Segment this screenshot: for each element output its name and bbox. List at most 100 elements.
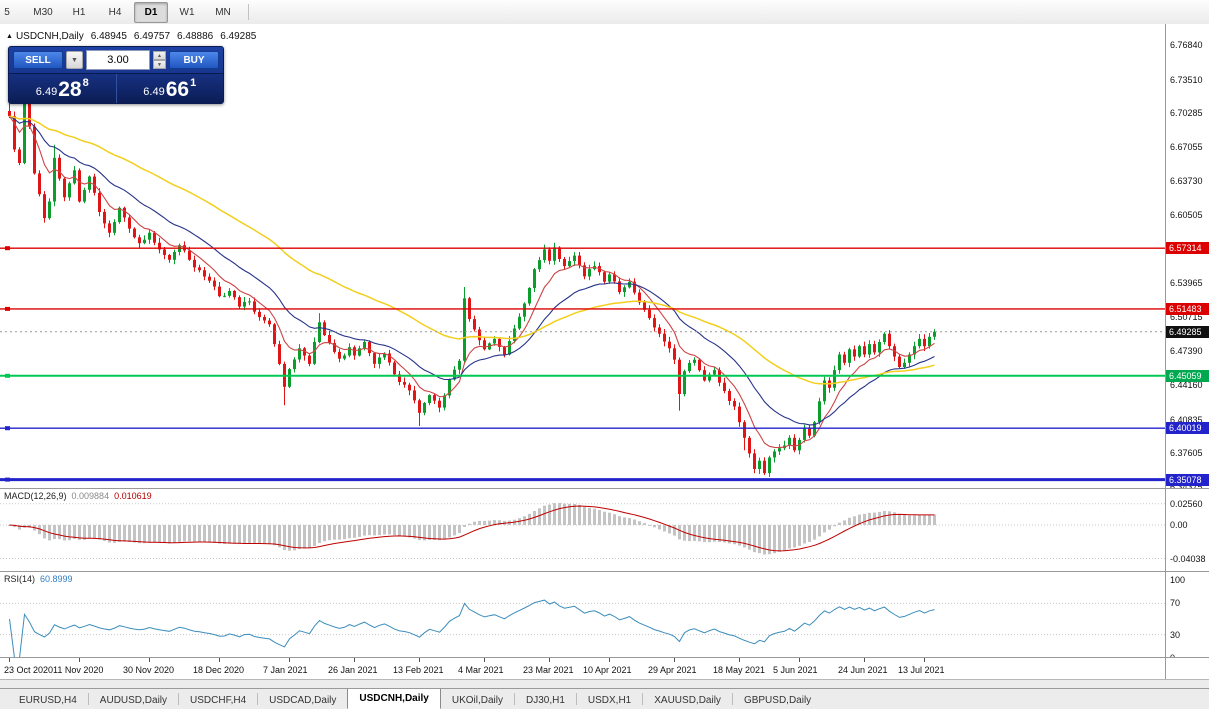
close-value: 6.49285: [220, 31, 257, 42]
chart-ohlc-header: ▲ USDCNH,Daily 6.48945 6.49757 6.48886 6.4928…: [6, 31, 256, 42]
rsi-label: RSI(14) 60.8999: [4, 574, 73, 584]
macd-histogram: [8, 502, 936, 555]
tab-separator: [257, 693, 259, 705]
time-tick: [609, 658, 610, 662]
price-chart-plot[interactable]: [0, 24, 1165, 488]
macd-signal-line: [9, 505, 935, 552]
macd-scale-tick: 0.02560: [1170, 498, 1203, 509]
timeframe-button-mn[interactable]: MN: [215, 6, 231, 18]
time-axis-label: 18 May 2021: [713, 665, 766, 675]
price-badge: 6.57314: [1166, 242, 1209, 255]
time-axis-label: 30 Nov 2020: [123, 665, 175, 675]
time-axis-label: 26 Jan 2021: [328, 665, 378, 675]
chart-tab-audusd[interactable]: AUDUSD,Daily: [99, 694, 168, 706]
price-badge: 6.40019: [1166, 422, 1209, 435]
chart-tab-usdchf[interactable]: USDCHF,H4: [190, 694, 247, 706]
price-badge: 6.51483: [1166, 302, 1209, 315]
price-badge: 6.49285: [1166, 325, 1209, 338]
price-scale-tick: 6.73510: [1170, 74, 1203, 85]
time-tick: [219, 658, 220, 662]
timeframe-button-d1[interactable]: D1: [134, 1, 168, 23]
sell-price[interactable]: 6.49 28 8: [9, 74, 116, 103]
rsi-plot[interactable]: [0, 572, 1165, 657]
macd-label: MACD(12,26,9) 0.009884 0.010619: [4, 491, 152, 501]
macd-plot[interactable]: [0, 489, 1165, 571]
timeframe-button-h4[interactable]: H4: [108, 6, 122, 18]
toolbar-separator: [248, 4, 249, 20]
slow-ma-line: [9, 115, 935, 385]
symbol-period-label: USDCNH,Daily: [15, 31, 84, 42]
price-scale[interactable]: 6.76840 6.73510 6.70285 6.67055 6.63730 6.605…: [1165, 24, 1209, 488]
rsi-scale-tick: 0: [1170, 653, 1175, 657]
chart-tab-usdcnh[interactable]: USDCNH,Daily: [347, 689, 441, 709]
volume-dropdown-button[interactable]: ▼: [66, 51, 83, 69]
time-axis-label: 18 Dec 2020: [193, 665, 245, 675]
tab-separator: [642, 693, 644, 705]
volume-input[interactable]: [86, 50, 150, 70]
time-axis-label: 13 Jul 2021: [898, 665, 945, 675]
tab-separator: [575, 693, 577, 705]
one-click-controls: SELL ▼ ▲▼ BUY: [9, 47, 223, 73]
time-tick: [484, 658, 485, 662]
chart-window: 6.76840 6.73510 6.70285 6.67055 6.63730 6.605…: [0, 24, 1209, 488]
timeframe-button-h1[interactable]: H1: [72, 6, 86, 18]
chart-tab-eurusd[interactable]: EURUSD,H4: [19, 694, 77, 706]
price-badge: 6.35078: [1166, 473, 1209, 486]
chart-tab-gbpusd[interactable]: GBPUSD,Daily: [743, 694, 812, 706]
fast-ma-line: [9, 115, 935, 449]
chart-tab-xauusd[interactable]: XAUUSD,Daily: [654, 694, 721, 706]
price-scale-tick: 6.50715: [1170, 311, 1203, 322]
sell-price-base: 6.49: [35, 86, 58, 98]
chevron-up-icon: ▲: [153, 51, 166, 60]
time-tick: [79, 658, 80, 662]
high-value: 6.49757: [133, 31, 171, 42]
timeframe-button-m30[interactable]: M30: [33, 6, 53, 18]
rsi-scale[interactable]: 100 70 30 0: [1165, 572, 1209, 657]
line-anchor-marker[interactable]: [5, 246, 10, 251]
time-tick: [674, 658, 675, 662]
time-tick: [799, 658, 800, 662]
chart-tab-usdx[interactable]: USDX,H1: [587, 694, 632, 706]
time-axis-label: 5 Jun 2021: [773, 665, 818, 675]
price-scale-tick: 6.37605: [1170, 448, 1203, 459]
macd-scale[interactable]: 0.02560 0.00 -0.04038: [1165, 489, 1209, 571]
line-anchor-marker[interactable]: [5, 477, 10, 482]
chart-tab-usdcad[interactable]: USDCAD,Daily: [269, 694, 337, 706]
time-tick: [419, 658, 420, 662]
buy-button[interactable]: BUY: [169, 51, 219, 69]
sell-price-sup: 8: [82, 77, 89, 89]
timeframe-toolbar: 5 M30 H1 H4 D1 W1 MN: [0, 0, 1209, 25]
time-axis-label: 23 Oct 2020: [4, 665, 54, 675]
candlestick-series: [8, 86, 936, 477]
price-scale-tick: 6.63730: [1170, 176, 1203, 187]
low-value: 6.48886: [177, 31, 214, 42]
one-click-prices: 6.49 28 8 6.49 66 1: [9, 73, 223, 103]
rsi-scale-tick: 100: [1170, 575, 1186, 585]
time-axis-label: 23 Mar 2021: [523, 665, 574, 675]
time-axis[interactable]: 23 Oct 2020 11 Nov 2020 30 Nov 2020 18 Dec …: [0, 657, 1209, 680]
chart-tab-dj30[interactable]: DJ30,H1: [525, 694, 565, 706]
chart-tab-ukoil[interactable]: UKOil,Daily: [451, 694, 503, 706]
rsi-value: 60.8999: [40, 574, 73, 584]
timeframe-button-w1[interactable]: W1: [179, 6, 195, 18]
price-scale-tick: 6.53965: [1170, 278, 1203, 289]
time-axis-label: 4 Mar 2021: [458, 665, 504, 675]
timeframe-button-5[interactable]: 5: [4, 6, 10, 18]
price-scale-tick: 6.70285: [1170, 108, 1203, 119]
macd-scale-tick: -0.04038: [1170, 553, 1206, 564]
time-tick: [289, 658, 290, 662]
sell-button[interactable]: SELL: [13, 51, 63, 69]
line-anchor-marker[interactable]: [5, 306, 10, 311]
price-scale-tick: 6.60505: [1170, 210, 1203, 220]
time-axis-label: 29 Apr 2021: [648, 665, 697, 675]
time-tick: [9, 658, 10, 662]
price-scale-tick: 6.76840: [1170, 40, 1203, 50]
sell-price-big: 28: [58, 78, 82, 102]
buy-price[interactable]: 6.49 66 1: [117, 74, 224, 103]
line-anchor-marker[interactable]: [5, 426, 10, 431]
line-anchor-marker[interactable]: [5, 373, 10, 378]
volume-stepper[interactable]: ▲ ▼: [153, 51, 166, 69]
macd-signal-value: 0.010619: [114, 491, 152, 501]
time-tick: [549, 658, 550, 662]
rsi-scale-tick: 70: [1170, 598, 1181, 609]
